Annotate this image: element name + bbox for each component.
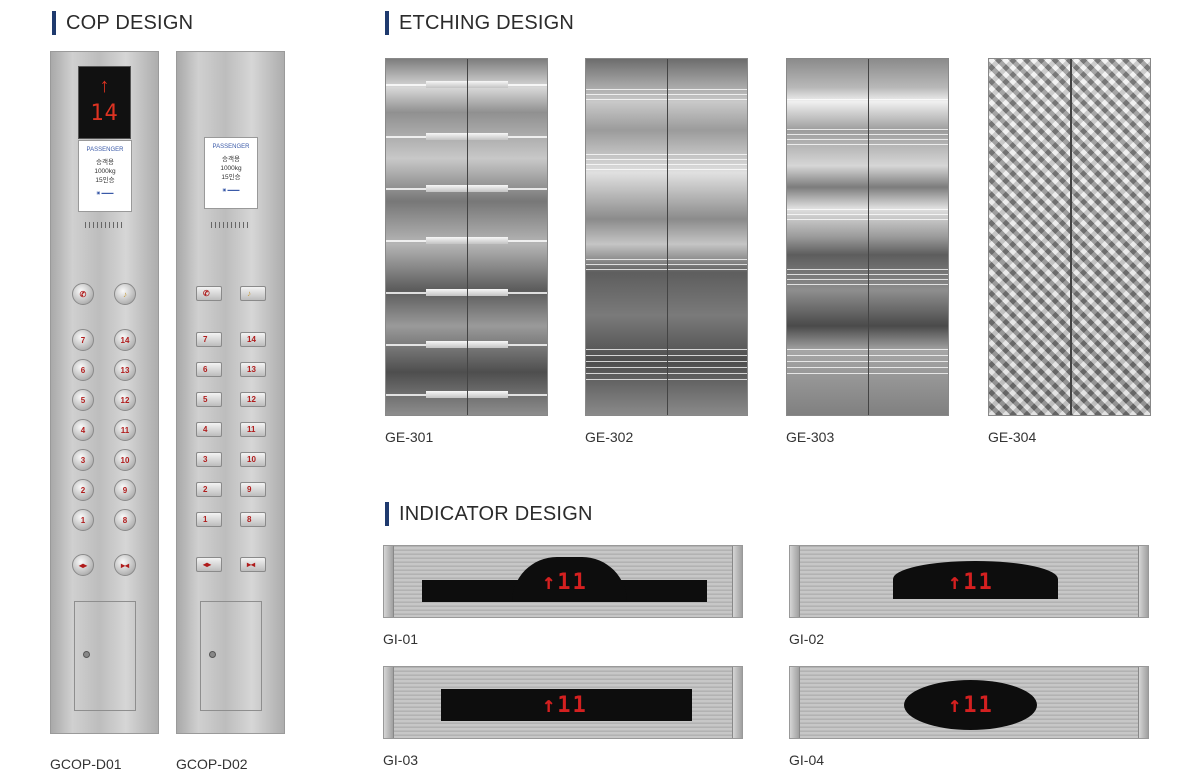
alarm-bell-button[interactable]: ♪: [240, 286, 266, 301]
phone-button[interactable]: ✆: [72, 283, 94, 305]
door-close-button[interactable]: ▸◂: [114, 554, 136, 576]
plate-title: PASSENGER: [212, 144, 250, 150]
alarm-bell-button[interactable]: ♪: [114, 283, 136, 305]
floor-button[interactable]: 12: [114, 389, 136, 411]
cop-code-label: GCOP-D01: [50, 756, 122, 772]
floor-button[interactable]: 4: [72, 419, 94, 441]
cop-section-title: COP DESIGN: [52, 11, 193, 35]
floor-button[interactable]: 11: [114, 419, 136, 441]
service-cabinet: [74, 601, 136, 711]
phone-button[interactable]: ✆: [196, 286, 222, 301]
brand-logo-icon: ▣ ▬▬▬: [222, 187, 240, 192]
floor-button[interactable]: 9: [240, 482, 266, 497]
brand-logo-icon: ▣ ▬▬▬: [96, 190, 114, 195]
etching-code-label: GE-303: [786, 429, 835, 445]
indicator-gi-04: ↑11: [789, 666, 1149, 739]
keyhole-icon[interactable]: [209, 651, 216, 658]
indicator-code-label: GI-04: [789, 752, 825, 768]
led-readout: ↑11: [542, 570, 588, 595]
cop-panel-d02: PASSENGER 승객용 1000kg 15인승 ▣ ▬▬▬ ✆ ♪ 7 14…: [176, 51, 285, 734]
led-readout: ↑11: [948, 570, 994, 595]
indicator-screen: [893, 561, 1058, 599]
floor-button[interactable]: 4: [196, 422, 222, 437]
plate-line: 승객용: [96, 159, 114, 166]
etching-code-label: GE-301: [385, 429, 434, 445]
floor-number: 14: [90, 101, 119, 126]
indicator-screen: [441, 689, 692, 721]
door-open-button[interactable]: ◂▸: [72, 554, 94, 576]
floor-button[interactable]: 12: [240, 392, 266, 407]
floor-button[interactable]: 3: [196, 452, 222, 467]
floor-button[interactable]: 9: [114, 479, 136, 501]
floor-button[interactable]: 1: [196, 512, 222, 527]
plate-line: 1000kg: [94, 168, 116, 175]
floor-button[interactable]: 7: [72, 329, 94, 351]
plate-line: 15인승: [95, 177, 115, 184]
floor-button[interactable]: 5: [196, 392, 222, 407]
plate-title: PASSENGER: [86, 147, 124, 153]
floor-button[interactable]: 7: [196, 332, 222, 347]
floor-button[interactable]: 11: [240, 422, 266, 437]
floor-button[interactable]: 8: [240, 512, 266, 527]
floor-button[interactable]: 1: [72, 509, 94, 531]
indicator-section-title: INDICATOR DESIGN: [385, 502, 593, 526]
cop-panel-d01: ↑ 14 PASSENGER 승객용 1000kg 15인승 ▣ ▬▬▬ ✆ ♪…: [50, 51, 159, 734]
plate-line: 15인승: [221, 174, 241, 181]
floor-button[interactable]: 8: [114, 509, 136, 531]
floor-button[interactable]: 13: [114, 359, 136, 381]
led-readout: ↑11: [542, 693, 588, 718]
capacity-plate: PASSENGER 승객용 1000kg 15인승 ▣ ▬▬▬: [78, 140, 132, 212]
indicator-gi-03: ↑11: [383, 666, 743, 739]
floor-button[interactable]: 10: [114, 449, 136, 471]
door-close-button[interactable]: ▸◂: [240, 557, 266, 572]
floor-button[interactable]: 14: [240, 332, 266, 347]
indicator-gi-02: ↑11: [789, 545, 1149, 618]
floor-button[interactable]: 3: [72, 449, 94, 471]
door-open-button[interactable]: ◂▸: [196, 557, 222, 572]
floor-button[interactable]: 10: [240, 452, 266, 467]
plate-line: 승객용: [222, 156, 240, 163]
etching-code-label: GE-304: [988, 429, 1037, 445]
indicator-code-label: GI-02: [789, 631, 825, 647]
etching-section-title: ETCHING DESIGN: [385, 11, 574, 35]
floor-button[interactable]: 6: [196, 362, 222, 377]
floor-button[interactable]: 6: [72, 359, 94, 381]
keyhole-icon[interactable]: [83, 651, 90, 658]
indicator-code-label: GI-01: [383, 631, 419, 647]
floor-button[interactable]: 5: [72, 389, 94, 411]
floor-button[interactable]: 14: [114, 329, 136, 351]
service-cabinet: [200, 601, 262, 711]
etching-sample-ge-302: [585, 58, 748, 416]
speaker-grille: [211, 222, 251, 228]
etching-code-label: GE-302: [585, 429, 634, 445]
floor-button[interactable]: 2: [196, 482, 222, 497]
indicator-gi-01: ↑11: [383, 545, 743, 618]
floor-button[interactable]: 2: [72, 479, 94, 501]
floor-button[interactable]: 13: [240, 362, 266, 377]
indicator-screen: [904, 680, 1037, 730]
indicator-dome: [512, 557, 627, 602]
indicator-code-label: GI-03: [383, 752, 419, 768]
plate-line: 1000kg: [220, 165, 242, 172]
cop-code-label: GCOP-D02: [176, 756, 248, 772]
etching-sample-ge-303: [786, 58, 949, 416]
led-readout: ↑11: [948, 693, 994, 718]
etching-sample-ge-301: [385, 58, 548, 416]
speaker-grille: [85, 222, 125, 228]
etching-sample-ge-304: [988, 58, 1151, 416]
floor-display: ↑ 14: [78, 66, 131, 139]
capacity-plate: PASSENGER 승객용 1000kg 15인승 ▣ ▬▬▬: [204, 137, 258, 209]
up-arrow-icon: ↑: [99, 75, 110, 97]
